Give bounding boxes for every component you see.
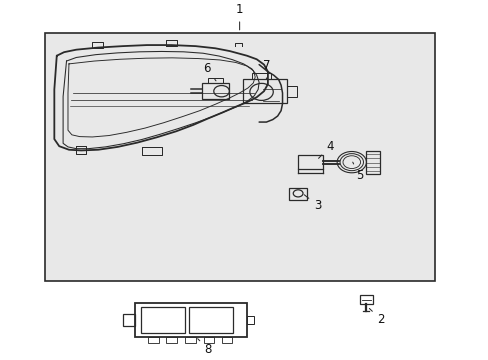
Bar: [203, 337, 214, 343]
Bar: [207, 78, 222, 84]
Bar: [243, 80, 286, 103]
Bar: [289, 188, 306, 201]
Bar: [221, 337, 232, 343]
Text: 8: 8: [197, 339, 211, 356]
Bar: [148, 337, 159, 343]
Text: 3: 3: [304, 195, 321, 212]
Bar: [166, 337, 177, 343]
Bar: [366, 151, 379, 174]
Bar: [286, 86, 296, 96]
Bar: [141, 307, 185, 333]
Bar: [202, 84, 228, 99]
Text: 1: 1: [235, 3, 243, 30]
Text: 2: 2: [368, 309, 384, 326]
Text: 6: 6: [203, 62, 216, 81]
Bar: [246, 316, 254, 324]
Text: 7: 7: [262, 59, 270, 79]
Bar: [135, 303, 246, 337]
Bar: [298, 155, 322, 168]
Bar: [184, 337, 195, 343]
Text: 4: 4: [318, 140, 333, 158]
Bar: [251, 73, 271, 80]
Text: 5: 5: [352, 162, 362, 182]
Bar: [44, 33, 434, 281]
Bar: [359, 295, 372, 304]
Bar: [189, 307, 233, 333]
Bar: [122, 314, 135, 327]
